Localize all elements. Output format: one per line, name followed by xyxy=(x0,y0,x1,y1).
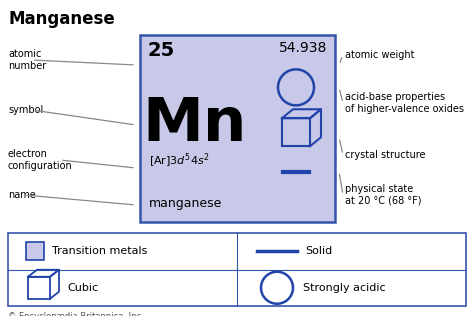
Text: acid-base properties
of higher-valence oxides: acid-base properties of higher-valence o… xyxy=(345,92,464,114)
Text: Mn: Mn xyxy=(142,95,247,154)
Circle shape xyxy=(278,69,314,105)
Text: Solid: Solid xyxy=(305,246,332,256)
Text: name: name xyxy=(8,190,36,200)
Text: 25: 25 xyxy=(148,41,175,60)
Bar xyxy=(28,277,50,299)
Text: Transition metals: Transition metals xyxy=(52,246,147,256)
Text: © Encyclopædia Britannica, Inc.: © Encyclopædia Britannica, Inc. xyxy=(8,312,144,316)
Text: crystal structure: crystal structure xyxy=(345,150,426,160)
Text: Manganese: Manganese xyxy=(8,10,115,28)
Bar xyxy=(140,35,335,222)
Text: atomic
number: atomic number xyxy=(8,49,46,71)
Circle shape xyxy=(261,272,293,304)
Text: 54.938: 54.938 xyxy=(279,41,327,55)
Text: [Ar]3$d^5$4$s^2$: [Ar]3$d^5$4$s^2$ xyxy=(149,152,210,170)
Text: Cubic: Cubic xyxy=(67,283,98,293)
Text: symbol: symbol xyxy=(8,105,43,115)
Bar xyxy=(282,118,310,146)
Bar xyxy=(26,242,44,260)
Text: electron
configuration: electron configuration xyxy=(8,149,73,171)
Text: manganese: manganese xyxy=(149,197,222,210)
Text: atomic weight: atomic weight xyxy=(345,50,414,60)
Text: Strongly acidic: Strongly acidic xyxy=(303,283,386,293)
Bar xyxy=(8,233,466,306)
Text: physical state
at 20 °C (68 °F): physical state at 20 °C (68 °F) xyxy=(345,184,421,206)
